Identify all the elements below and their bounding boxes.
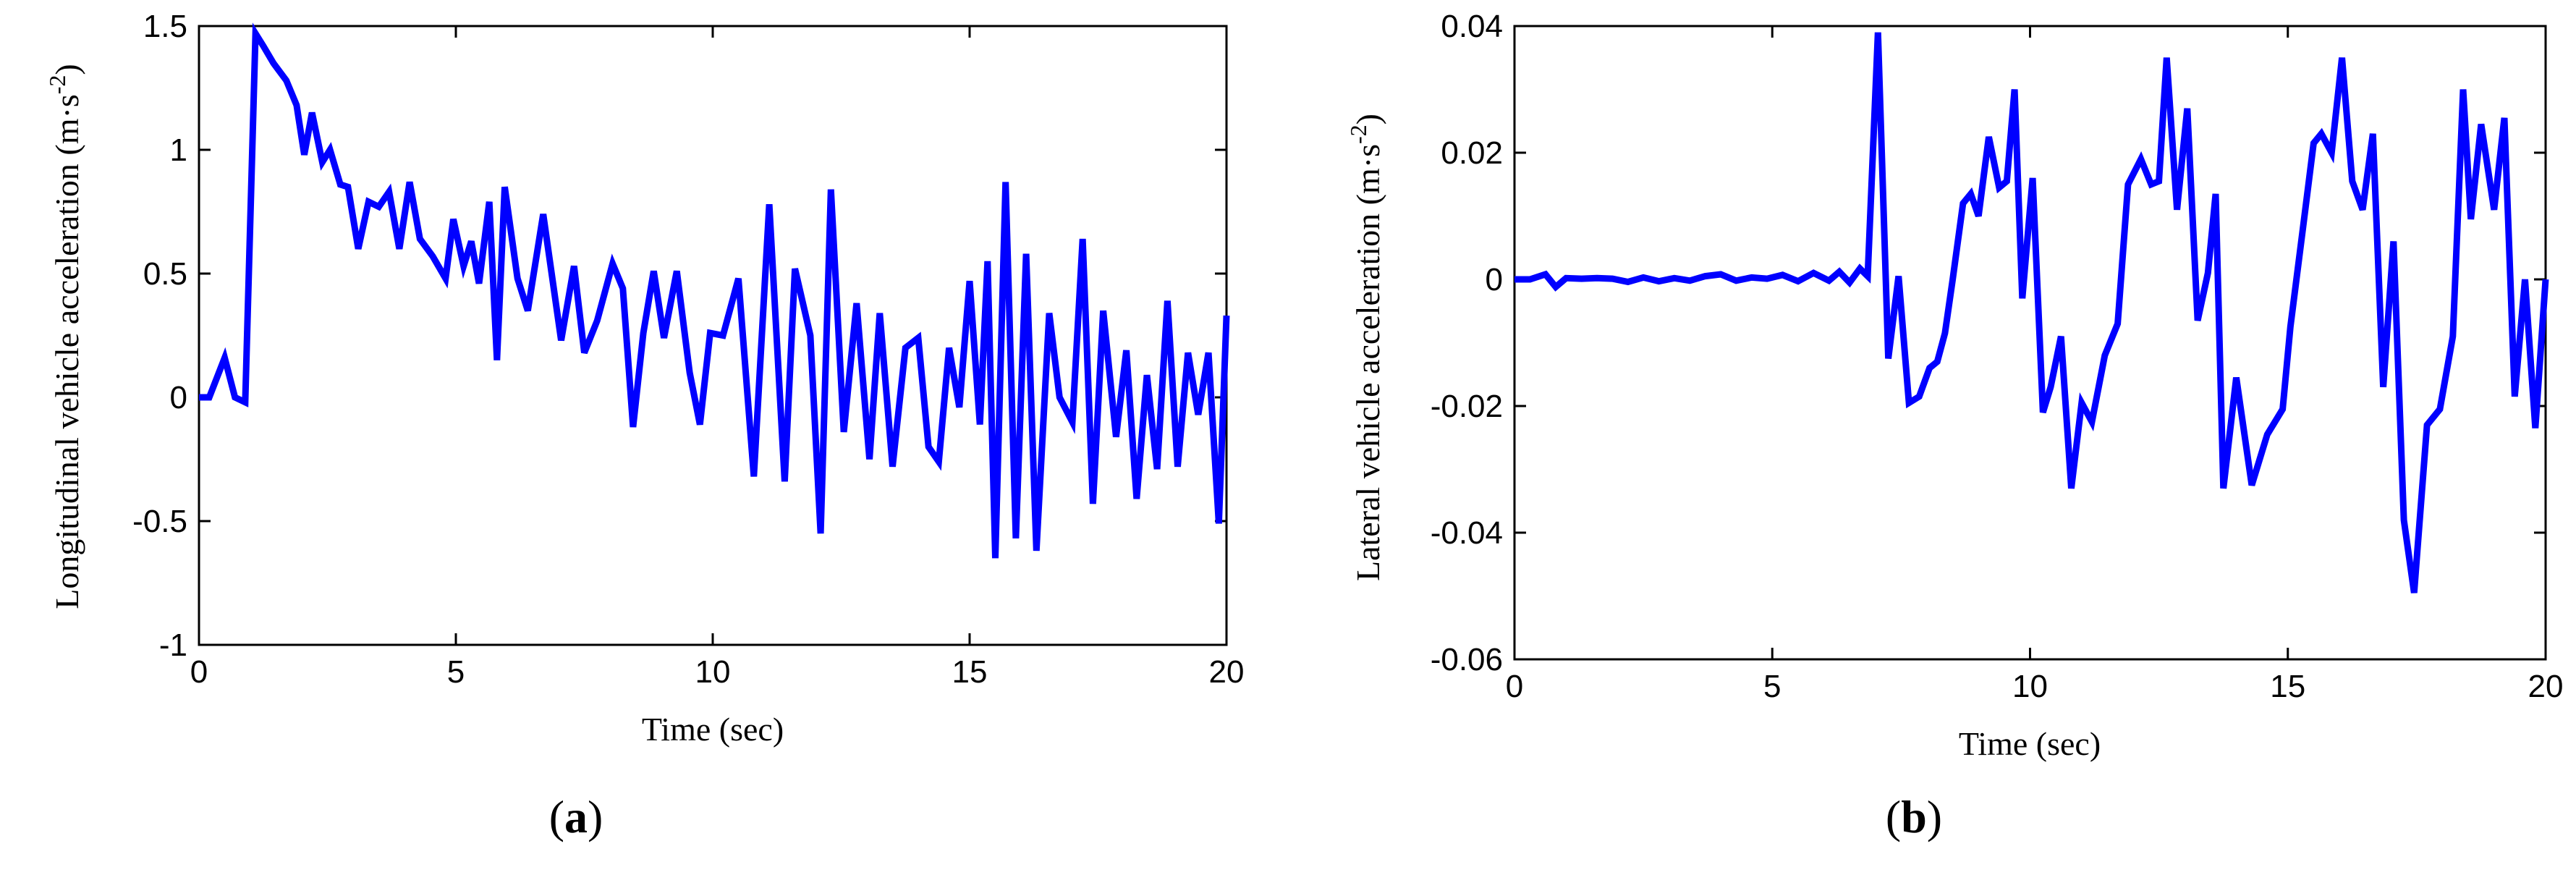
chart-a: 0 5 10 15 20 1.5 1 0.5 0 -0.5 -1 Time (sec) Longit… bbox=[44, 9, 1244, 842]
series-line-a bbox=[199, 22, 1230, 559]
y-tick-label-a: 0 bbox=[170, 380, 187, 415]
y-tick-label-b: -0.02 bbox=[1431, 389, 1503, 424]
x-tick-label-a: 0 bbox=[190, 654, 208, 690]
y-tick-label-b: -0.04 bbox=[1431, 515, 1503, 551]
x-tick-label-a: 10 bbox=[695, 654, 731, 690]
x-tick-label-a: 15 bbox=[952, 654, 988, 690]
x-tick-label-b: 10 bbox=[2012, 669, 2048, 704]
y-tick-label-b: 0.04 bbox=[1441, 9, 1503, 44]
x-tick-label-b: 20 bbox=[2528, 669, 2564, 704]
x-tick-label-b: 15 bbox=[2270, 669, 2305, 704]
y-tick-label-a: -0.5 bbox=[132, 504, 187, 539]
x-tick-label-a: 5 bbox=[447, 654, 465, 690]
axis-ticks-b: 0 5 10 15 20 0.04 0.02 0 -0.02 -0.04 -0.06 bbox=[1431, 9, 2564, 704]
x-tick-label-b: 0 bbox=[1506, 669, 1523, 704]
y-tick-label-b: 0 bbox=[1486, 262, 1503, 297]
panel-label-b: (b) bbox=[1886, 791, 1942, 842]
x-axis-label-a: Time (sec) bbox=[642, 711, 784, 748]
y-axis-label-b: Lateral vehicle acceleration (m·s-2) bbox=[1345, 114, 1386, 581]
y-tick-label-a: -1 bbox=[159, 627, 187, 663]
y-tick-label-a: 1 bbox=[170, 132, 187, 168]
panel-label-a: (a) bbox=[549, 791, 603, 842]
y-tick-label-b: 0.02 bbox=[1441, 135, 1503, 171]
y-axis-label-a: Longitudinal vehicle acceleration (m·s-2… bbox=[44, 64, 85, 609]
chart-b: 0 5 10 15 20 0.04 0.02 0 -0.02 -0.04 -0.06 Time (s… bbox=[1345, 9, 2563, 842]
series-line-b bbox=[1514, 32, 2549, 593]
y-tick-label-a: 1.5 bbox=[143, 9, 187, 44]
axis-ticks-a: 0 5 10 15 20 1.5 1 0.5 0 -0.5 -1 bbox=[132, 9, 1244, 690]
plot-area-b bbox=[1513, 25, 2547, 661]
x-axis-label-b: Time (sec) bbox=[1959, 725, 2101, 762]
y-tick-label-b: -0.06 bbox=[1431, 642, 1503, 677]
x-tick-label-a: 20 bbox=[1209, 654, 1245, 690]
y-tick-label-a: 0.5 bbox=[143, 256, 187, 292]
x-tick-label-b: 5 bbox=[1763, 669, 1781, 704]
